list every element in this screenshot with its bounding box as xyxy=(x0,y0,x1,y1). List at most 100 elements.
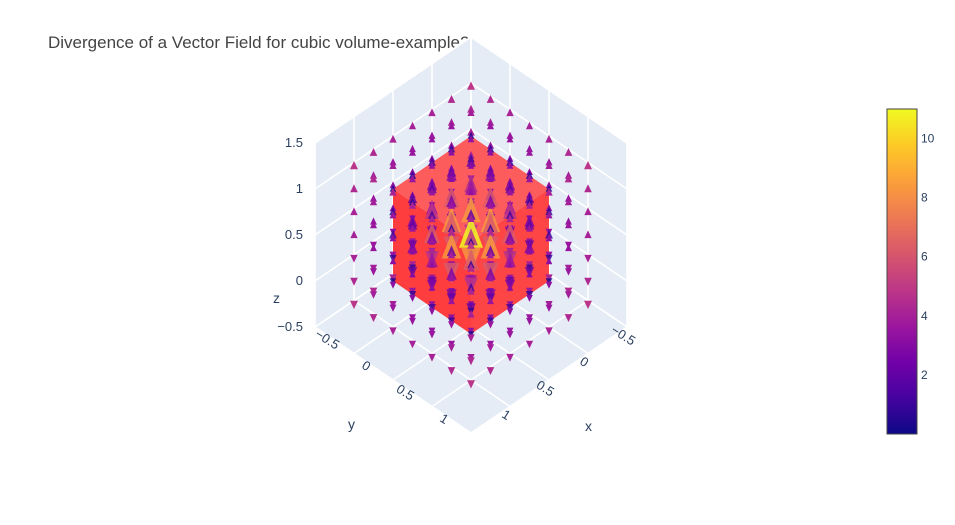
cone-glyph xyxy=(467,263,475,272)
cone-glyph xyxy=(564,148,573,156)
cone-glyph xyxy=(447,250,456,259)
cone-glyph xyxy=(525,121,534,130)
cone-glyph xyxy=(584,207,592,216)
cone-glyph xyxy=(370,220,377,229)
cone-glyph xyxy=(526,247,533,255)
cone-glyph xyxy=(525,340,534,349)
cone-glyph xyxy=(428,161,436,169)
cone-glyph xyxy=(467,240,475,249)
cone-glyph xyxy=(545,327,553,336)
cone-glyph xyxy=(506,157,514,166)
cone-glyph xyxy=(564,314,573,322)
cone-glyph xyxy=(545,234,553,242)
cone-glyph xyxy=(409,224,416,232)
colorbar-tick-label: 4 xyxy=(921,309,928,323)
colorbar-tick-label: 2 xyxy=(921,368,928,382)
cone-glyph xyxy=(447,367,456,375)
z-tick-label: 0 xyxy=(296,273,303,288)
cone-glyph xyxy=(462,249,480,270)
z-tick-label: 0.5 xyxy=(285,227,303,242)
cone-glyph xyxy=(389,229,397,239)
cone-glyph xyxy=(565,220,572,229)
cone-glyph xyxy=(487,201,494,209)
cone-glyph xyxy=(428,283,436,291)
cone-glyph xyxy=(545,187,553,196)
z-tick-label: 1.5 xyxy=(285,135,303,150)
cone-glyph xyxy=(504,231,516,244)
grid-line xyxy=(353,299,511,408)
cone-glyph xyxy=(486,144,495,153)
cone-glyph xyxy=(428,237,436,245)
cone-glyph xyxy=(487,121,494,130)
cone-glyph xyxy=(428,188,436,196)
cone-glyph xyxy=(409,247,416,255)
cone-glyph xyxy=(389,187,397,196)
colorbar[interactable]: 2 4 6 8 10 xyxy=(886,108,935,435)
cone-glyph xyxy=(545,134,553,143)
cone-glyph xyxy=(389,278,397,286)
cone-glyph xyxy=(389,304,397,312)
cone-glyph xyxy=(584,161,592,170)
cone-glyph xyxy=(428,308,436,316)
cone-glyph xyxy=(467,108,475,116)
cone-glyph xyxy=(350,277,358,286)
cone-glyph xyxy=(485,194,496,208)
cone-glyph xyxy=(389,327,397,336)
colorbar-tick-label: 8 xyxy=(921,191,928,205)
cone-glyph xyxy=(409,295,416,302)
cone-glyph xyxy=(448,296,455,305)
cone-glyph xyxy=(409,317,416,326)
cone-glyph xyxy=(409,174,416,183)
cone-glyph xyxy=(409,270,416,278)
cone-glyph xyxy=(526,317,533,326)
cone-glyph xyxy=(426,231,438,244)
cone-glyph xyxy=(487,321,494,329)
z-axis-title: z xyxy=(273,290,280,306)
cone-glyph xyxy=(448,121,455,130)
cone-glyph xyxy=(467,127,475,136)
cone-glyph xyxy=(370,243,377,252)
z-tick-label: 1 xyxy=(296,181,303,196)
cone-glyph xyxy=(506,214,514,223)
cone-glyph xyxy=(350,300,358,309)
z-tick-label: −0.5 xyxy=(277,319,303,334)
cone-glyph xyxy=(545,304,553,312)
cone-glyph xyxy=(545,278,553,286)
cone-glyph xyxy=(525,201,534,209)
cone-glyph xyxy=(486,344,495,352)
cone-glyph xyxy=(389,211,397,219)
cone-glyph xyxy=(448,148,455,156)
cone-glyph xyxy=(448,321,455,329)
cone-glyph xyxy=(447,144,456,153)
y-tick-label: −0.5 xyxy=(609,322,639,348)
cone-glyph xyxy=(389,181,397,189)
cone-glyph xyxy=(486,250,495,259)
cone-glyph xyxy=(389,234,397,242)
cone-glyph xyxy=(526,295,533,302)
cone-glyph xyxy=(506,353,514,362)
cone-glyph xyxy=(350,161,358,170)
cone-glyph xyxy=(565,268,572,276)
cone-glyph xyxy=(504,252,516,268)
cone-glyph xyxy=(369,197,378,206)
cone-glyph xyxy=(350,207,358,216)
cone-glyph xyxy=(447,344,456,352)
grid-line xyxy=(314,36,472,144)
cone-glyph xyxy=(467,188,475,196)
cone-glyph xyxy=(369,174,378,183)
colorbar-ticks: 2 4 6 8 10 xyxy=(921,132,935,382)
cone-glyph xyxy=(467,81,475,90)
cone-glyph xyxy=(428,135,436,143)
cone-glyph xyxy=(564,174,573,183)
cone-glyph xyxy=(428,353,436,362)
cone-glyph xyxy=(485,168,496,181)
cone-glyphs xyxy=(350,81,592,389)
grid-line xyxy=(314,326,472,434)
cone-glyph xyxy=(407,240,418,254)
cone-glyph xyxy=(467,309,475,318)
axis-titles: x y z xyxy=(273,290,592,434)
cone-glyph xyxy=(467,334,475,343)
cone-glyph xyxy=(486,227,495,236)
cone-glyph xyxy=(428,331,436,339)
